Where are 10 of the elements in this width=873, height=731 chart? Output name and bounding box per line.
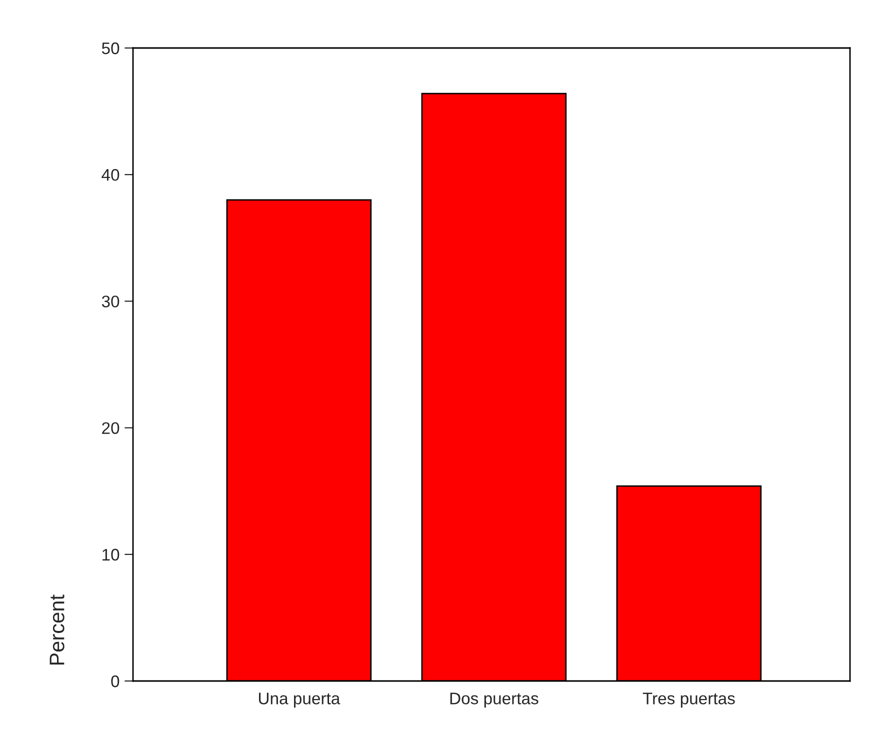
y-tick-label: 50 bbox=[102, 42, 120, 54]
y-tick-label: 20 bbox=[102, 422, 120, 434]
y-axis-title: Percent bbox=[50, 594, 64, 665]
x-tick-label: Tres puertas bbox=[642, 692, 735, 708]
x-tick-label: Una puerta bbox=[259, 692, 340, 708]
y-tick-label: 0 bbox=[111, 675, 120, 688]
x-tick-label: Dos puertas bbox=[450, 692, 538, 708]
y-tick-label: 40 bbox=[102, 169, 120, 181]
y-tick-label: 30 bbox=[102, 296, 120, 308]
y-tick-label: 10 bbox=[102, 548, 120, 561]
